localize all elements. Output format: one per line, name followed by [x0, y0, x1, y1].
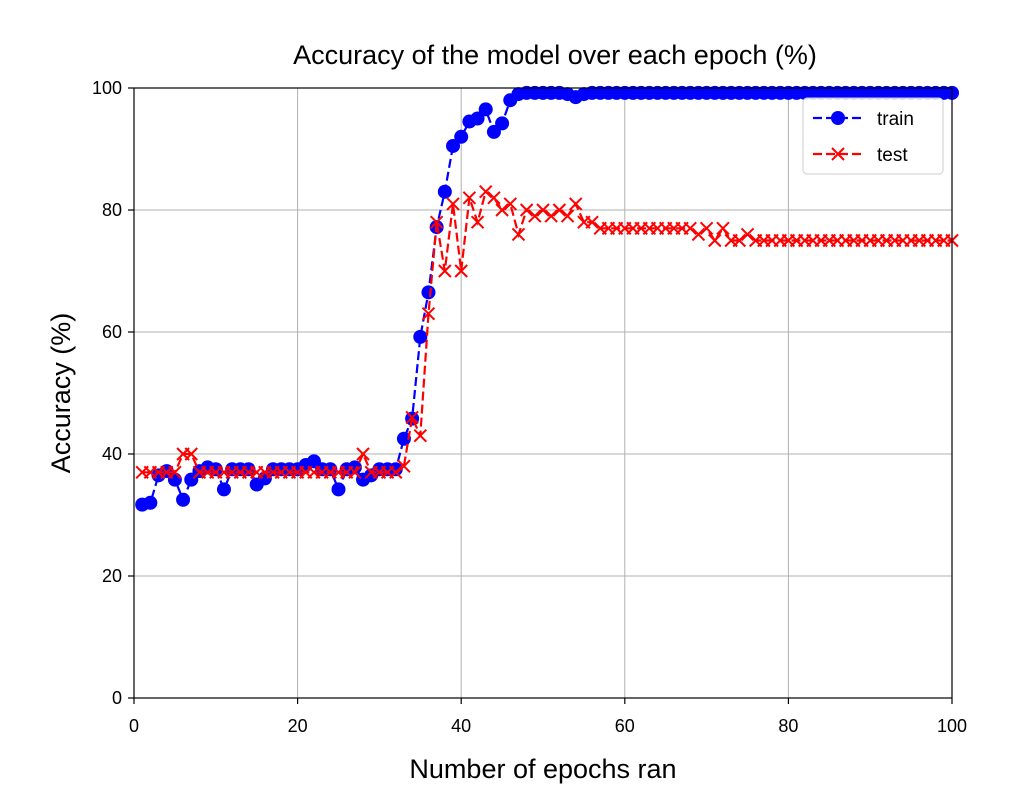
test-point [699, 221, 714, 236]
test-point [397, 459, 411, 473]
ticks: 0 20 40 60 80 100 0 20 40 60 80 100 [92, 78, 967, 736]
test-point [184, 447, 198, 461]
y-tick-label: 20 [102, 566, 122, 586]
test-point [495, 203, 509, 217]
test-point [487, 191, 501, 205]
test-point [683, 221, 697, 236]
test-point [470, 215, 485, 229]
test-point [536, 203, 550, 217]
test-point [716, 221, 730, 236]
plot-area [135, 85, 959, 512]
legend-label-train: train [877, 109, 914, 130]
test-point [544, 209, 558, 223]
y-tick-label: 0 [112, 688, 122, 708]
test-markers [135, 184, 959, 480]
test-point [560, 209, 575, 223]
x-tick-label: 40 [451, 716, 471, 736]
train-point [331, 482, 346, 497]
test-point [528, 209, 542, 223]
train-point [437, 184, 452, 199]
train-point [176, 492, 191, 507]
test-point [708, 233, 722, 248]
legend-marker-test [831, 147, 845, 161]
test-point [691, 227, 706, 242]
train-point [454, 129, 469, 144]
test-point [438, 264, 452, 278]
test-point [569, 197, 583, 211]
test-point [740, 227, 755, 242]
x-tick-label: 60 [615, 716, 635, 736]
legend-label-test: test [877, 145, 908, 166]
axes-frame [133, 87, 953, 699]
train-markers [135, 85, 959, 512]
x-tick-label: 80 [778, 716, 798, 736]
test-point [462, 191, 477, 205]
legend-box [802, 97, 944, 175]
train-point [495, 116, 510, 131]
train-point [347, 460, 362, 475]
train-point [143, 495, 158, 510]
y-axis-label: Accuracy (%) [46, 313, 76, 474]
train-point [396, 431, 411, 446]
y-tick-label: 40 [102, 444, 122, 464]
chart-title: Accuracy of the model over each epoch (%… [293, 40, 817, 70]
train-point [216, 482, 231, 497]
x-axis-label: Number of epochs ran [409, 754, 676, 784]
test-point [446, 197, 460, 211]
test-point [479, 184, 493, 199]
test-point [511, 227, 526, 242]
test-point [552, 203, 567, 217]
test-point [429, 215, 444, 229]
test-point [389, 465, 403, 480]
test-point [356, 447, 370, 461]
x-tick-label: 100 [937, 716, 967, 736]
test-point [421, 306, 436, 321]
y-tick-label: 60 [102, 322, 122, 342]
train-point [478, 102, 493, 117]
legend: train test [802, 97, 944, 175]
train-point [446, 138, 461, 153]
y-tick-label: 100 [92, 78, 122, 98]
y-tick-label: 80 [102, 200, 122, 220]
train-point [413, 329, 428, 344]
train-point [470, 111, 485, 126]
test-point [585, 215, 599, 229]
legend-marker-train [831, 111, 845, 125]
test-point [168, 465, 182, 480]
test-point [519, 203, 534, 217]
test-point [732, 233, 747, 248]
test-point [503, 197, 517, 211]
test-point [405, 410, 419, 425]
grid [133, 87, 953, 699]
train-point [388, 462, 403, 477]
x-tick-label: 0 [129, 716, 139, 736]
test-point [348, 465, 362, 480]
test-point [454, 264, 468, 278]
train-point [421, 285, 436, 300]
x-tick-label: 20 [288, 716, 308, 736]
test-point [413, 428, 428, 443]
